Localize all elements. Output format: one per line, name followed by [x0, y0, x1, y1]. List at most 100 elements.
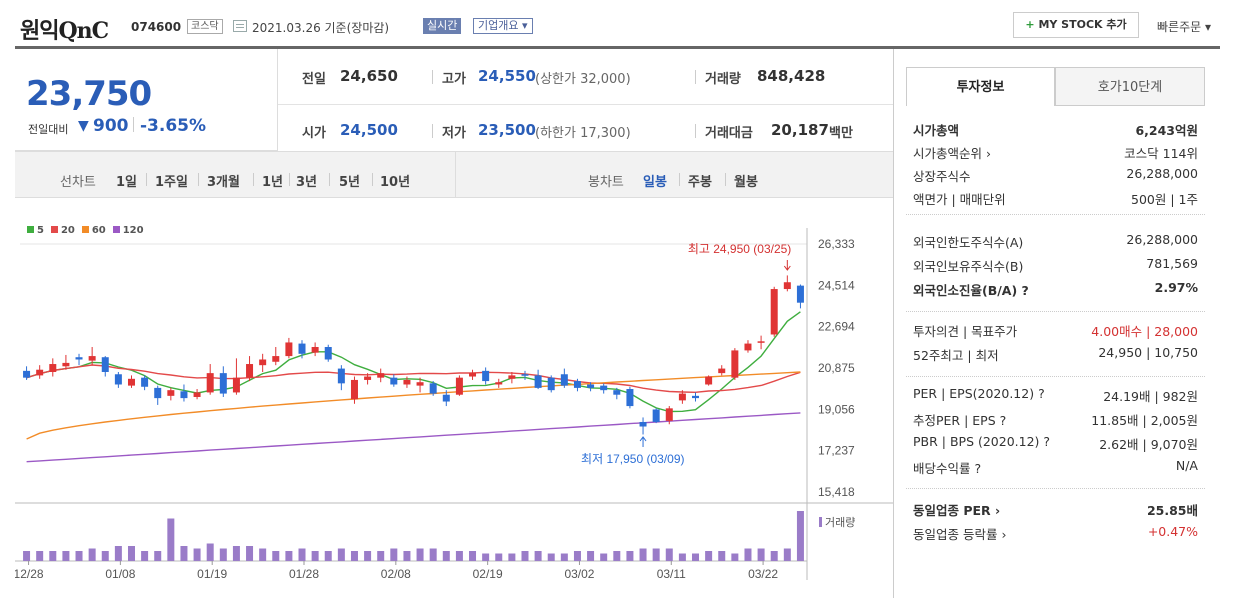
info-value: 6,243억원: [1135, 123, 1198, 138]
candle-weekly[interactable]: 주봉: [688, 175, 712, 190]
candle-body: [678, 393, 686, 401]
info-value: 24,950 | 10,750: [1098, 345, 1198, 360]
info-row[interactable]: 추정PER | EPS ? 11.85배 | 2,005원: [913, 410, 1198, 432]
y-tick-label: 20,875: [818, 361, 855, 375]
candle-body: [62, 362, 70, 367]
info-row[interactable]: 외국인소진율(B/A) ? 2.97%: [913, 280, 1198, 302]
volume-label: 거래량: [825, 516, 855, 529]
y-tick-label: 17,237: [818, 444, 855, 458]
open-value: 24,500: [340, 121, 398, 139]
amount-value: 20,187: [771, 121, 829, 139]
candle-body: [75, 357, 83, 360]
info-value: 4.00매수 | 28,000: [1091, 324, 1198, 339]
period-divider-line: [372, 173, 373, 186]
candle-body: [587, 384, 595, 388]
candle-body: [49, 364, 57, 372]
info-value: 2.62배 | 9,070원: [1099, 437, 1198, 452]
tab-orderbook[interactable]: 호가10단계: [1055, 67, 1205, 106]
candle-body: [219, 373, 227, 394]
x-tick-label: 01/28: [289, 567, 319, 581]
volume-bar: [495, 553, 503, 561]
info-row[interactable]: 동일업종 PER › 25.85배: [913, 500, 1198, 522]
candle-body: [783, 282, 791, 290]
period-1w[interactable]: 1주일: [155, 175, 188, 190]
volume-bar: [390, 548, 398, 561]
candle-body: [639, 421, 647, 427]
info-value: 2.97%: [1154, 280, 1198, 295]
candle-body: [390, 377, 398, 385]
period-10y[interactable]: 10년: [380, 175, 411, 190]
period-3m[interactable]: 3개월: [207, 175, 240, 190]
info-divider: [906, 214, 1205, 215]
candle-body: [731, 350, 739, 378]
upper-limit: (상한가 32,000): [535, 72, 631, 87]
change-rate: -3.65%: [140, 116, 207, 136]
info-label: 동일업종 등락률 ›: [913, 527, 1007, 542]
info-label: 투자의견 | 목표주가: [913, 324, 1018, 339]
invest-info-panel: [893, 49, 1220, 598]
x-tick-label: 02/19: [473, 567, 503, 581]
price-box: [15, 49, 278, 151]
candle-body: [416, 382, 424, 386]
info-row[interactable]: PER | EPS(2020.12) ? 24.19배 | 982원: [913, 386, 1198, 408]
info-row[interactable]: 배당수익률 ? N/A: [913, 458, 1198, 480]
volume-bar: [783, 548, 791, 561]
realtime-badge[interactable]: 실시간: [423, 18, 462, 34]
candle-body: [101, 357, 109, 372]
mystock-label: MY STOCK 추가: [1038, 18, 1127, 31]
volume-bar: [36, 551, 44, 561]
volume-bar: [75, 551, 83, 561]
volume-bar: [469, 551, 477, 561]
volume-bar: [101, 551, 109, 561]
candle-body: [259, 359, 267, 366]
volume-bar: [757, 548, 765, 561]
stock-code: 074600: [131, 20, 182, 34]
candle-body: [442, 394, 450, 402]
period-divider-line: [725, 173, 726, 186]
period-3y[interactable]: 3년: [296, 175, 318, 190]
info-label: 외국인보유주식수(B): [913, 259, 1024, 274]
period-5y[interactable]: 5년: [339, 175, 361, 190]
low-value: 23,500: [478, 121, 536, 139]
info-divider: [906, 376, 1205, 377]
price-chart[interactable]: 26,333 24,514 22,694 20,875 19,056 17,237 15,4…: [15, 220, 893, 598]
candle-daily[interactable]: 일봉: [643, 175, 667, 190]
volume-bar: [796, 511, 804, 561]
period-1d[interactable]: 1일: [116, 175, 138, 190]
tab-invest-info[interactable]: 투자정보: [906, 67, 1055, 106]
volume-bar: [154, 551, 162, 561]
volume-bar: [560, 553, 568, 561]
candle-body: [364, 376, 372, 380]
info-row[interactable]: 시가총액순위 › 코스닥 114위: [913, 143, 1198, 165]
volume-bar: [246, 546, 254, 561]
volume-bar: [23, 551, 31, 561]
volume-bar: [534, 551, 542, 561]
info-divider: [906, 311, 1205, 312]
candle-body: [770, 289, 778, 335]
candle-monthly[interactable]: 월봉: [734, 175, 758, 190]
volume-bar: [547, 553, 555, 561]
period-bar: [15, 152, 893, 198]
change-divider: [133, 117, 134, 132]
x-tick-label: 03/11: [657, 567, 686, 581]
info-label: 상장주식수: [913, 169, 971, 184]
candle-body: [114, 374, 122, 385]
info-row[interactable]: 동일업종 등락률 › +0.47%: [913, 524, 1198, 546]
company-overview-dropdown[interactable]: 기업개요 ▾: [473, 18, 533, 34]
line-chart-label: 선차트: [60, 175, 96, 190]
period-1y[interactable]: 1년: [262, 175, 284, 190]
add-mystock-button[interactable]: + MY STOCK 추가: [1013, 12, 1139, 38]
volume-bar: [600, 553, 608, 561]
volume-bar: [678, 553, 686, 561]
candle-body: [141, 377, 149, 387]
info-row[interactable]: PBR | BPS (2020.12) ? 2.62배 | 9,070원: [913, 434, 1198, 456]
volume-bar: [49, 551, 57, 561]
candle-body: [744, 343, 752, 351]
volume-bar: [337, 548, 345, 561]
candle-body: [613, 390, 621, 395]
volume-bar: [639, 548, 647, 561]
candle-body: [23, 370, 31, 378]
volume-bar: [62, 551, 70, 561]
quick-order-dropdown[interactable]: 빠른주문 ▾: [1157, 20, 1211, 34]
high-value: 24,550: [478, 67, 536, 85]
